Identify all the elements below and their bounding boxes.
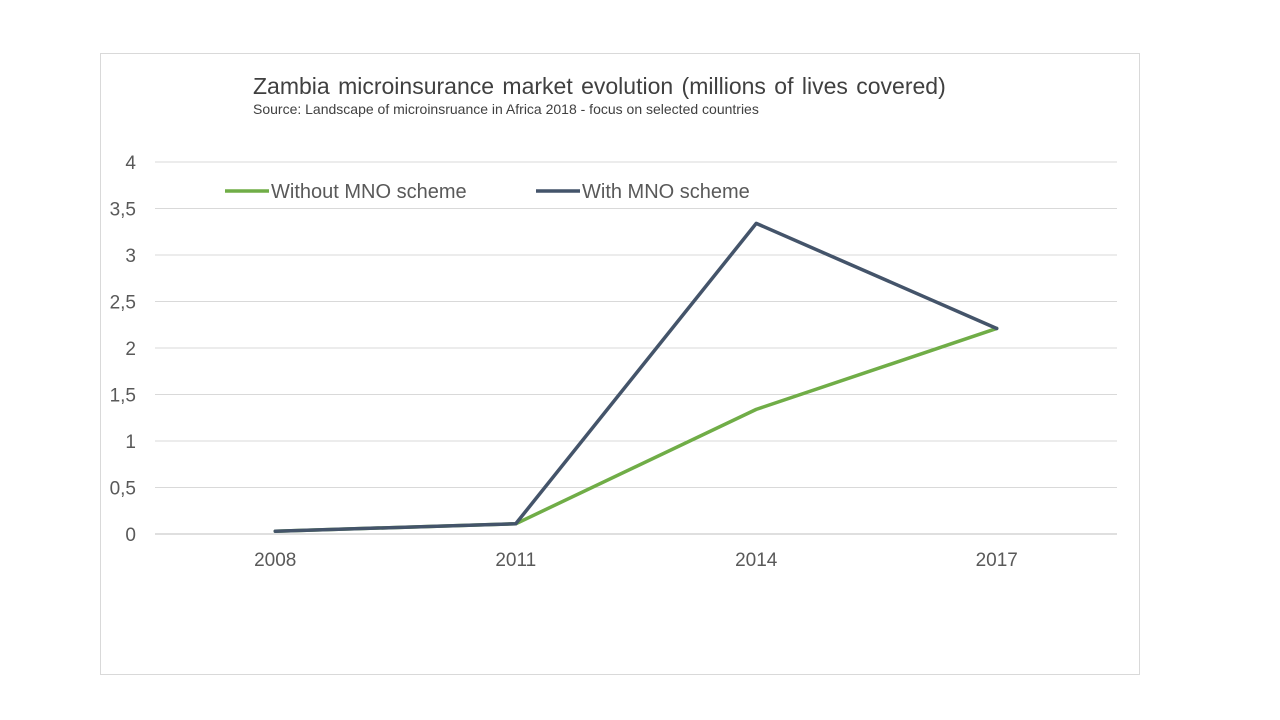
- y-tick-label: 0,5: [110, 479, 136, 500]
- chart-frame: Zambia microinsurance market evolution (…: [100, 53, 1140, 675]
- legend-label: Without MNO scheme: [271, 181, 467, 203]
- y-tick-label: 2: [125, 339, 136, 360]
- chart-title: Zambia microinsurance market evolution (…: [253, 73, 946, 99]
- x-tick-label: 2017: [976, 550, 1018, 571]
- x-tick-label: 2011: [495, 550, 536, 571]
- gridlines: [155, 161, 1117, 535]
- series-line-without-mno-scheme: [273, 326, 999, 533]
- x-axis-ticks: 2008 2011 2014 2017: [254, 550, 1018, 571]
- x-tick-label: 2014: [735, 550, 778, 571]
- y-tick-label: 1: [125, 432, 136, 453]
- y-tick-label: 2,5: [110, 293, 136, 314]
- x-tick-label: 2008: [254, 550, 296, 571]
- y-tick-label: 1,5: [110, 386, 136, 407]
- series-lines: [273, 221, 999, 533]
- y-tick-label: 3,5: [110, 200, 136, 221]
- series-line-with-mno-scheme: [273, 221, 999, 533]
- chart-subtitle: Source: Landscape of microinsruance in A…: [253, 101, 759, 117]
- y-tick-label: 4: [125, 153, 136, 174]
- legend: Without MNO scheme With MNO scheme: [225, 181, 750, 203]
- y-axis-ticks: 0 0,5 1 1,5 2 2,5 3 3,5 4: [110, 153, 137, 546]
- y-tick-label: 3: [125, 246, 136, 267]
- legend-label: With MNO scheme: [582, 181, 750, 203]
- y-tick-label: 0: [125, 525, 136, 546]
